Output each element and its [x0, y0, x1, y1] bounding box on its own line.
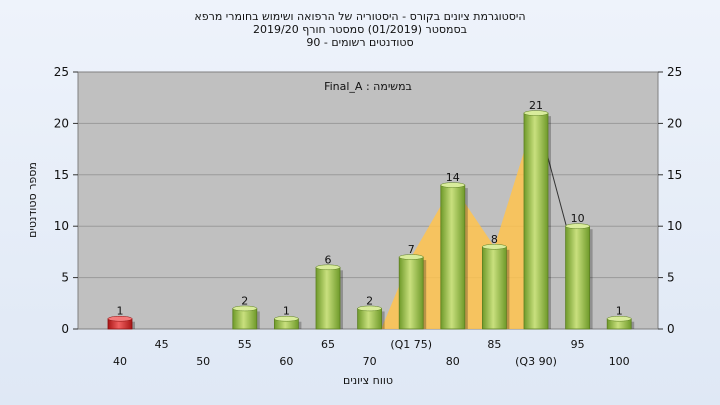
x-tick-label: 55	[238, 338, 252, 351]
y-tick-label: 0	[61, 322, 69, 336]
y-axis-left-ticks: 0 5 10 15 20 25	[54, 65, 78, 336]
chart-title-line-3: סטודנטים רשומים - 90	[306, 36, 414, 49]
x-tick-label: 80	[446, 355, 460, 368]
chart-title: היסטוגרמת ציונים בקורס - היסטוריה של הרפ…	[0, 10, 720, 49]
bar	[481, 246, 507, 330]
bar	[523, 112, 549, 330]
data-label: 21	[529, 99, 543, 112]
y-tick-label-right: 25	[667, 65, 682, 79]
y-tick-label-right: 20	[667, 116, 682, 130]
x-tick-label: 50	[196, 355, 210, 368]
bar	[357, 308, 383, 330]
bar	[398, 256, 424, 330]
y-tick-label: 25	[54, 65, 69, 79]
bars	[107, 110, 635, 330]
y-axis-right-ticks: 0 5 10 15 20 25	[658, 65, 682, 336]
plot-area	[77, 71, 659, 330]
x-tick-label: 70	[363, 355, 377, 368]
y-tick-label-right: 0	[667, 322, 675, 336]
chart-title-line-2: בסמסטר (01/2019) סמסטר חורף 2019/20	[253, 23, 467, 36]
data-label: 2	[241, 294, 248, 307]
y-tick-label: 10	[54, 219, 69, 233]
data-label: 2	[366, 294, 373, 307]
x-tick-label: 45	[155, 338, 169, 351]
bar-cap	[274, 315, 299, 322]
y-tick-label: 5	[61, 271, 69, 285]
chart-title-line-1: היסטוגרמת ציונים בקורס - היסטוריה של הרפ…	[194, 10, 526, 23]
bar-cap	[357, 305, 382, 312]
y-tick-label-right: 10	[667, 219, 682, 233]
data-label: 7	[408, 243, 415, 256]
x-tick-label: 65	[321, 338, 335, 351]
data-label: 8	[491, 233, 498, 246]
bar-cap	[565, 223, 590, 229]
y-tick-label-right: 5	[667, 271, 675, 285]
x-tick-label: 95	[571, 338, 585, 351]
data-label: 14	[446, 171, 460, 184]
bar-cap	[232, 305, 258, 312]
x-tick-label: (Q3 90)	[515, 355, 557, 368]
x-axis-title: טווח ציונים	[343, 374, 393, 387]
bar	[232, 308, 258, 330]
data-label: 1	[117, 305, 124, 318]
y-axis-title: מספר סטודנטים	[26, 162, 39, 238]
y-tick-label-right: 15	[667, 168, 682, 182]
x-tick-label: 85	[487, 338, 501, 351]
x-axis-ticks: 40 45 50 55 60 65 70 (Q1 75) 80 85 (Q3 90) 95 100	[113, 338, 630, 368]
bar-cap	[606, 315, 632, 322]
data-label: 1	[616, 305, 623, 318]
x-tick-label: 40	[113, 355, 127, 368]
chart-annotation: במשימה : Final_A	[324, 80, 412, 93]
data-label: 10	[571, 212, 585, 225]
bar-cap	[440, 182, 466, 188]
bar	[315, 266, 341, 330]
bar-cap	[523, 110, 549, 116]
x-tick-label: (Q1 75)	[390, 338, 432, 351]
data-label: 6	[325, 253, 332, 266]
bar	[565, 225, 590, 330]
x-tick-label: 100	[609, 355, 630, 368]
bar	[440, 184, 466, 330]
x-tick-label: 60	[279, 355, 293, 368]
y-tick-label: 20	[54, 116, 69, 130]
bar-cap	[482, 244, 507, 250]
bar-cap	[398, 254, 424, 260]
bar-cap	[107, 315, 133, 322]
bar-cap	[315, 264, 341, 271]
grid-lines	[78, 122, 658, 279]
data-label: 1	[283, 305, 290, 318]
y-tick-label: 15	[54, 168, 69, 182]
